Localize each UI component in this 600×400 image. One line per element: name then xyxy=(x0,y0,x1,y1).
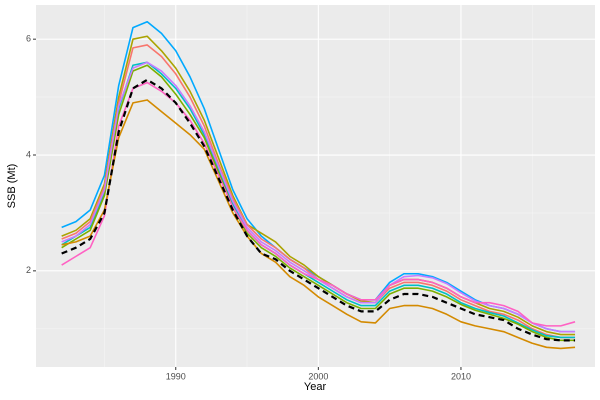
x-tick-label: 2000 xyxy=(308,371,328,381)
y-tick-label: 2 xyxy=(26,265,31,275)
x-axis-title: Year xyxy=(304,381,327,393)
y-axis-title: SSB (Mt) xyxy=(6,164,18,209)
lines xyxy=(61,20,576,350)
x-tick-label: 2010 xyxy=(451,371,471,381)
series-line xyxy=(61,78,576,342)
series-line xyxy=(61,81,576,327)
y-tick-label: 6 xyxy=(26,34,31,44)
panel xyxy=(36,5,595,367)
series-line xyxy=(61,99,576,350)
x-tick-label: 1990 xyxy=(166,371,186,381)
y-tick-label: 4 xyxy=(26,149,31,159)
grid xyxy=(36,5,595,367)
series-line xyxy=(61,35,576,336)
series-line xyxy=(61,64,576,342)
